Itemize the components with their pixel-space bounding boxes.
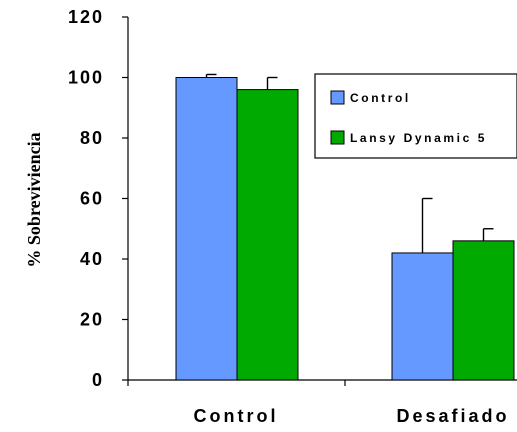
legend-box: [314, 73, 517, 159]
error-bars: [205, 73, 494, 253]
y-tick-label: 60: [80, 189, 104, 209]
bar-control-desafiado: [391, 252, 454, 381]
y-tick-label: 120: [68, 7, 104, 27]
y-tick-label: 0: [92, 370, 104, 390]
bars: [175, 77, 515, 381]
y-axis-title: % Sobreviviencia: [24, 132, 44, 267]
y-tick-label: 80: [80, 128, 104, 148]
legend-swatch-control: [330, 90, 345, 105]
legend-swatch-lansy-dynamic-5: [330, 130, 345, 145]
bar-control-control: [175, 77, 238, 381]
y-tick-labels: 0 20 40 60 80 100 120: [68, 7, 104, 390]
legend-label-lansy-dynamic-5: Lansy Dynamic 5: [350, 131, 487, 145]
legend-label-control: Control: [350, 91, 411, 105]
bar-lansy-dynamic-5-desafiado: [452, 240, 515, 381]
y-tick-label: 20: [80, 310, 104, 330]
category-label-desafiado: Desafiado: [396, 406, 509, 426]
bar-lansy-dynamic-5-control: [236, 89, 299, 381]
legend: Control Lansy Dynamic 5: [314, 73, 517, 159]
y-tick-label: 100: [68, 68, 104, 88]
category-label-control: Control: [194, 406, 279, 426]
category-labels: Control Desafiado: [194, 406, 509, 426]
y-tick-label: 40: [80, 249, 104, 269]
